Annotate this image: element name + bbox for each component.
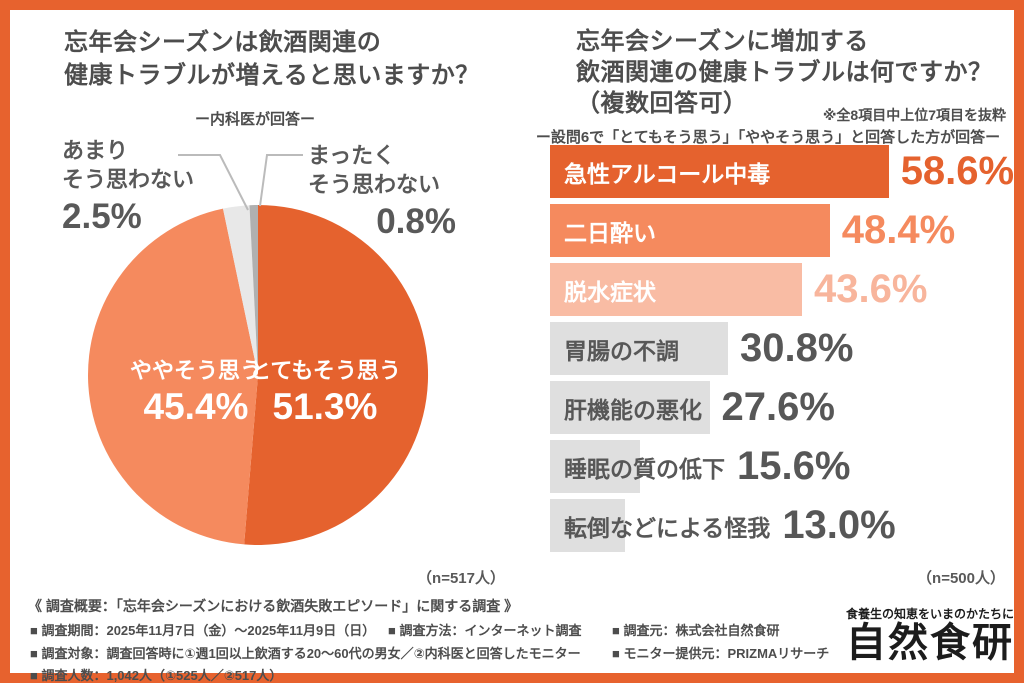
pie-label-amari-line1: あまり bbox=[62, 138, 129, 163]
bar-chart-title-line3: （複数回答可） bbox=[576, 90, 748, 117]
pie-label-amari-line2: そう思わない bbox=[62, 167, 195, 192]
pie-value-totemo: 51.3% bbox=[272, 386, 378, 427]
bar-row-1: 二日酔い 48.4% bbox=[550, 204, 1015, 257]
bar-fill-3 bbox=[550, 322, 728, 375]
bar-fill-6 bbox=[550, 499, 626, 552]
brand-tagline: 食養生の知恵をいまのかたちに bbox=[845, 607, 1014, 621]
bar-chart-title-line1: 忘年会シーズンに増加する bbox=[576, 28, 869, 55]
brand-name: 自然食研 bbox=[846, 621, 1014, 665]
pie-slice-1 bbox=[88, 208, 259, 545]
pie-label-amari: あまり そう思わない 2.5% bbox=[62, 136, 252, 238]
pie-chart-subtitle: ー内科医が回答ー bbox=[194, 111, 315, 128]
pie-value-mattaku: 0.8% bbox=[376, 202, 456, 241]
pie-value-yaya: 45.4% bbox=[143, 386, 249, 427]
survey-count: ■ 調査人数：1,042人（①525人／②517人） bbox=[30, 668, 283, 683]
pie-chart-title-line1: 忘年会シーズンは飲酒関連の bbox=[64, 29, 382, 56]
pie-label-yaya-name: ややそう思う bbox=[129, 358, 262, 383]
pie-chart-title-line2: 健康トラブルが増えると思いますか？ bbox=[64, 62, 480, 89]
bar-row-4: 肝機能の悪化 27.6% bbox=[550, 381, 1015, 434]
bar-label-0: 急性アルコール中毒 bbox=[564, 160, 771, 187]
bar-row-3: 胃腸の不調 30.8% bbox=[550, 322, 1015, 375]
bar-value-6: 13.0% bbox=[782, 503, 896, 547]
bar-label-4: 肝機能の悪化 bbox=[564, 396, 702, 423]
brand-logo: 食養生の知恵をいまのかたちに 自然食研 bbox=[844, 607, 1016, 665]
bar-value-2: 43.6% bbox=[814, 267, 928, 311]
pie-label-mattaku-line2: そう思わない bbox=[308, 172, 441, 197]
bar-track-2: 脱水症状 bbox=[550, 263, 802, 316]
bar-track-6: 転倒などによる怪我 bbox=[550, 499, 770, 552]
pie-label-yaya: ややそう思う 45.4% bbox=[106, 357, 286, 429]
survey-overview-title: 《 調査概要：「忘年会シーズンにおける飲酒失敗エピソード」に関する調査 》 bbox=[28, 598, 519, 614]
pie-value-amari: 2.5% bbox=[62, 197, 142, 236]
bar-label-5: 睡眠の質の低下 bbox=[564, 455, 725, 482]
bar-chart-rows: 急性アルコール中毒 58.6% 二日酔い 48.4% 脱水症状 43.6% 胃腸の不調 30.… bbox=[550, 145, 1015, 558]
bar-label-2: 脱水症状 bbox=[564, 278, 656, 305]
bar-label-6: 転倒などによる怪我 bbox=[564, 514, 771, 541]
bar-value-5: 15.6% bbox=[737, 444, 851, 488]
survey-target: ■ 調査対象：調査回答時に①週1回以上飲酒する20～60代の男女／②内科医と回答… bbox=[30, 646, 581, 661]
bar-fill-1 bbox=[550, 204, 830, 257]
bar-label-1: 二日酔い bbox=[564, 219, 656, 246]
pie-slice-3 bbox=[249, 204, 258, 375]
bar-value-3: 30.8% bbox=[740, 326, 854, 370]
pie-label-mattaku-line1: まったく bbox=[308, 143, 396, 168]
pie-slice-0 bbox=[244, 204, 429, 545]
bar-chart-title: 忘年会シーズンに増加する 飲酒関連の健康トラブルは何ですか？ （複数回答可） bbox=[576, 26, 993, 119]
bar-row-5: 睡眠の質の低下 15.6% bbox=[550, 440, 1015, 493]
bar-fill-4 bbox=[550, 381, 710, 434]
bar-fill-0 bbox=[550, 145, 889, 198]
pie-chart-title: 忘年会シーズンは飲酒関連の 健康トラブルが増えると思いますか？ bbox=[64, 26, 480, 92]
bar-value-4: 27.6% bbox=[721, 385, 835, 429]
bar-fill-5 bbox=[550, 440, 641, 493]
bar-value-0: 58.6% bbox=[900, 149, 1015, 193]
survey-period: ■ 調査期間：2025年11月7日（金）～2025年11月9日（日） bbox=[30, 623, 376, 638]
pie-slice-2 bbox=[223, 205, 258, 375]
bar-row-0: 急性アルコール中毒 58.6% bbox=[550, 145, 1015, 198]
pie-chart bbox=[88, 154, 429, 545]
bar-track-4: 肝機能の悪化 bbox=[550, 381, 710, 434]
bar-fill-2 bbox=[550, 263, 802, 316]
bar-value-1: 48.4% bbox=[841, 208, 956, 252]
bar-track-5: 睡眠の質の低下 bbox=[550, 440, 725, 493]
bar-track-3: 胃腸の不調 bbox=[550, 322, 728, 375]
bar-n-label: （n=500人） bbox=[917, 570, 1005, 587]
pie-label-totemo-name: とてもそう思う bbox=[249, 358, 401, 383]
bar-label-3: 胃腸の不調 bbox=[564, 337, 679, 364]
bar-chart-subtitle: ー設問6で「とてもそう思う」「ややそう思う」と回答した方が回答ー bbox=[535, 129, 1001, 146]
bar-chart-title-line2: 飲酒関連の健康トラブルは何ですか？ bbox=[576, 59, 993, 86]
survey-method: ■ 調査方法：インターネット調査 bbox=[388, 623, 582, 638]
pie-label-mattaku: まったく そう思わない 0.8% bbox=[308, 141, 456, 243]
bar-chart-note: ※全8項目中上位7項目を抜粋 bbox=[822, 107, 1006, 123]
bar-row-6: 転倒などによる怪我 13.0% bbox=[550, 499, 1015, 552]
bar-row-2: 脱水症状 43.6% bbox=[550, 263, 1015, 316]
bar-track-1: 二日酔い bbox=[550, 204, 830, 257]
survey-monitor: ■ モニター提供元：PRIZMAリサーチ bbox=[612, 646, 830, 661]
pie-leader-line-1 bbox=[259, 154, 303, 207]
bar-track-0: 急性アルコール中毒 bbox=[550, 145, 889, 198]
page-canvas: 忘年会シーズンは飲酒関連の 健康トラブルが増えると思いますか？ ー内科医が回答ー… bbox=[10, 10, 1016, 683]
pie-label-totemo: とてもそう思う 51.3% bbox=[232, 357, 418, 429]
pie-n-label: （n=517人） bbox=[417, 570, 505, 587]
survey-source: ■ 調査元：株式会社自然食研 bbox=[612, 623, 780, 638]
pie-leader-line-0 bbox=[178, 154, 249, 211]
